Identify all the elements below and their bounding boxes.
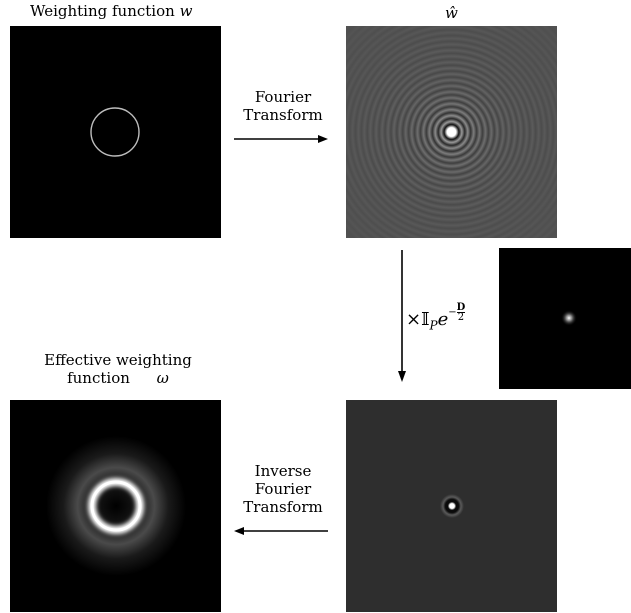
inverse-fourier-label: Inverse Fourier Transform (238, 462, 328, 516)
multiply-base: e (437, 309, 449, 330)
gaussian-spot-image (499, 248, 631, 389)
inverse-line1: Inverse (254, 462, 312, 480)
effective-symbol: ω (156, 369, 169, 387)
fourier-transform-label: Fourier Transform (238, 88, 328, 124)
weighting-function-title: Weighting function w (30, 2, 192, 20)
fourier-transform-panel (346, 26, 557, 238)
inverse-line3: Transform (243, 498, 323, 516)
w-hat-label: ŵ (445, 4, 458, 22)
arrow-right-icon (234, 135, 328, 143)
gaussian-spot (561, 310, 577, 326)
product-spot (440, 494, 464, 518)
fourier-line1: Fourier (254, 88, 312, 106)
gaussian-panel (499, 248, 631, 389)
effective-ring-image (10, 400, 221, 612)
weighting-symbol: w (179, 2, 193, 20)
multiply-exponent: − D 2 (448, 301, 466, 325)
multiply-prefix: ×𝕀 (406, 309, 430, 330)
effective-line1: Effective weighting (44, 351, 192, 369)
multiply-exp-sign: − (448, 307, 457, 318)
effective-weighting-title: Effective weighting function ω (38, 351, 198, 387)
weighting-function-panel (10, 26, 221, 238)
effective-line2-row: function ω (38, 369, 198, 387)
arrow-down-icon (398, 250, 406, 382)
effective-weighting-panel (10, 400, 221, 612)
weighting-title-text: Weighting function (30, 2, 175, 20)
multiply-sub: P (429, 318, 438, 333)
inverse-line2: Fourier (254, 480, 312, 498)
product-image (346, 400, 557, 612)
multiply-operator-label: ×𝕀Pe− D 2 (406, 301, 466, 338)
weighting-circle (90, 107, 140, 157)
multiply-exp-num: D (456, 302, 466, 313)
fourier-ripple-image (346, 26, 557, 238)
product-panel (346, 400, 557, 612)
effective-line2: function (67, 369, 130, 387)
weighting-circle-image (10, 26, 221, 238)
arrow-left-icon (234, 527, 328, 535)
multiply-exp-den: 2 (457, 312, 465, 323)
fourier-line2: Transform (243, 106, 323, 124)
